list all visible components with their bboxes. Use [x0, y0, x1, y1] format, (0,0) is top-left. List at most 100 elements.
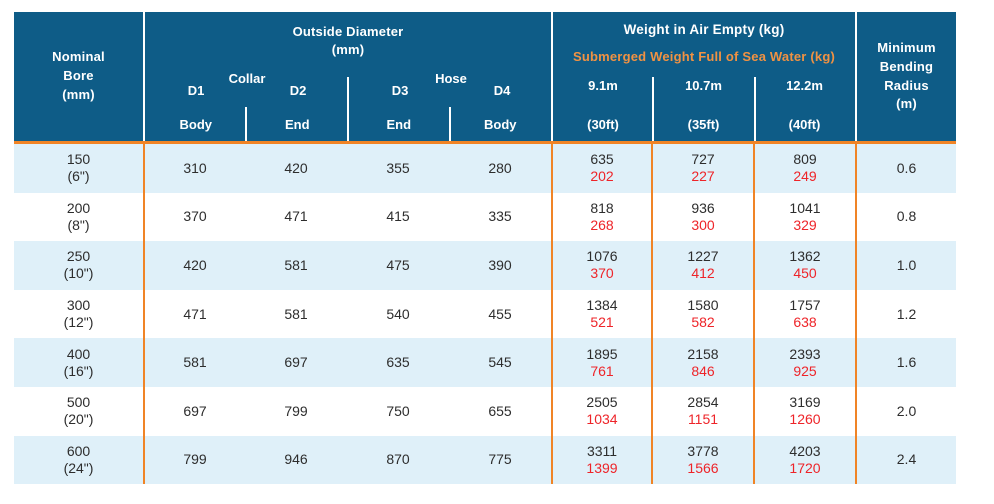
- cell-nominal-bore: 500 (20"): [63, 394, 94, 428]
- cell-d2: 581: [284, 256, 308, 273]
- cell-d1: 420: [143, 241, 245, 290]
- header-d3: D3: [391, 83, 409, 98]
- cell-d3: 415: [386, 208, 410, 225]
- cell-d2: 581: [284, 305, 308, 322]
- length-ft-label: (30ft): [587, 117, 619, 132]
- divider-d2-d3: [347, 77, 349, 141]
- cell-weight-30ft: 2505 1034: [551, 386, 651, 436]
- cell-min-bending-radius: 0.8: [855, 192, 956, 242]
- cell-weight-40ft: 1757 638: [753, 289, 855, 339]
- table-row: 400 (16") 581 697 635 545 1895 761 2158 846…: [14, 338, 956, 387]
- table-row: 250 (10") 420 581 475 390 1076 370 1227 412…: [14, 241, 956, 290]
- cell-weight-30ft: 1384 521: [551, 289, 651, 339]
- table-header: Nominal Bore (mm) Outside Diameter (mm) …: [14, 12, 956, 141]
- cell-d4: 655: [488, 402, 512, 419]
- table-row: 500 (20") 697 799 750 655 2505 1034 2854 11…: [14, 386, 956, 436]
- header-d4: D4: [493, 83, 511, 98]
- cell-min-bending-radius: 0.6: [855, 144, 956, 193]
- cell-min-bending-radius: 1.6: [855, 338, 956, 387]
- cell-weight-35ft: 1580 582: [651, 289, 753, 339]
- cell-d3: 750: [386, 402, 410, 419]
- cell-min-bending-radius: 1.2: [855, 289, 956, 339]
- cell-weight-35ft: 2854 1151: [651, 386, 753, 436]
- header-nominal-bore: Nominal Bore (mm): [14, 12, 143, 141]
- cell-d1: 581: [143, 338, 245, 387]
- header-weight-group: Weight in Air Empty (kg) Submerged Weigh…: [551, 12, 855, 141]
- cell-weight-30ft: 1076 370: [551, 241, 651, 290]
- header-min-bending-radius: Minimum Bending Radius (m): [855, 12, 956, 141]
- divider-weight-1: [652, 77, 654, 141]
- cell-weight-30ft: 818 268: [551, 192, 651, 242]
- cell-d1: 310: [143, 144, 245, 193]
- weight-length-row: 9.1m (30ft) 10.7m (35ft) 12.2m (40ft): [553, 77, 855, 141]
- cell-d2: 420: [284, 159, 308, 176]
- header-outside-diameter-group: Outside Diameter (mm) D1 Collar D2 D3 Ho…: [143, 12, 551, 141]
- header-d3-part: End: [386, 116, 412, 132]
- length-ft-label: (35ft): [687, 117, 720, 132]
- header-length-35ft: 10.7m (35ft): [653, 77, 754, 141]
- cell-d3: 540: [386, 305, 410, 322]
- length-m-label: 10.7m: [685, 78, 722, 93]
- weight-submerged-title: Submerged Weight Full of Sea Water (kg): [572, 49, 836, 64]
- header-hose-label: Hose: [435, 71, 467, 86]
- cell-d2: 946: [284, 451, 308, 468]
- cell-d2: 697: [284, 354, 308, 371]
- hose-specification-table: Nominal Bore (mm) Outside Diameter (mm) …: [14, 12, 956, 485]
- weight-air-title: Weight in Air Empty (kg): [623, 22, 785, 37]
- header-d1: D1: [187, 83, 205, 98]
- cell-weight-40ft: 1041 329: [753, 192, 855, 242]
- header-collar-label: Collar: [228, 71, 266, 86]
- cell-nominal-bore: 200 (8"): [66, 199, 91, 233]
- divider-body-end-left: [245, 107, 247, 141]
- cell-weight-30ft: 635 202: [551, 144, 651, 193]
- cell-nominal-bore: 300 (12"): [63, 297, 94, 331]
- cell-d3: 870: [386, 451, 410, 468]
- cell-min-bending-radius: 1.0: [855, 241, 956, 290]
- cell-d4: 280: [488, 159, 512, 176]
- nominal-bore-label: Nominal Bore (mm): [52, 49, 105, 102]
- cell-nominal-bore: 600 (24"): [63, 442, 94, 476]
- cell-d3: 475: [386, 256, 410, 273]
- header-d1-part: Body: [179, 116, 213, 132]
- header-d4-part: Body: [484, 116, 517, 132]
- cell-d2: 471: [284, 208, 308, 225]
- cell-d4: 455: [488, 305, 512, 322]
- cell-weight-35ft: 727 227: [651, 144, 753, 193]
- min-bending-radius-label: Minimum Bending Radius (m): [877, 39, 936, 112]
- table-row: 200 (8") 370 471 415 335 818 268 936 300 10…: [14, 192, 956, 242]
- table-row: 600 (24") 799 946 870 775 3311 1399 3778 15…: [14, 435, 956, 485]
- cell-weight-30ft: 1895 761: [551, 338, 651, 387]
- cell-min-bending-radius: 2.4: [855, 435, 956, 485]
- cell-d3: 355: [386, 159, 410, 176]
- length-m-label: 9.1m: [588, 78, 618, 93]
- header-length-40ft: 12.2m (40ft): [754, 77, 855, 141]
- cell-d1: 370: [143, 192, 245, 242]
- cell-weight-30ft: 3311 1399: [551, 435, 651, 485]
- cell-d4: 775: [488, 451, 512, 468]
- cell-d4: 335: [488, 208, 512, 225]
- divider-weight-2: [754, 77, 756, 141]
- header-body-end-row: Body End End Body: [145, 107, 551, 141]
- header-d2: D2: [289, 83, 307, 98]
- cell-d1: 799: [143, 435, 245, 485]
- cell-weight-40ft: 809 249: [753, 144, 855, 193]
- cell-min-bending-radius: 2.0: [855, 386, 956, 436]
- outside-diameter-title: Outside Diameter (mm): [292, 24, 404, 58]
- cell-d1: 471: [143, 289, 245, 339]
- cell-d2: 799: [284, 402, 308, 419]
- header-length-30ft: 9.1m (30ft): [553, 77, 653, 141]
- length-ft-label: (40ft): [788, 117, 821, 132]
- cell-weight-40ft: 3169 1260: [753, 386, 855, 436]
- length-m-label: 12.2m: [786, 78, 823, 93]
- table-row: 150 (6") 310 420 355 280 635 202 727 227 80…: [14, 144, 956, 193]
- cell-nominal-bore: 250 (10"): [63, 248, 94, 282]
- cell-weight-35ft: 3778 1566: [651, 435, 753, 485]
- cell-nominal-bore: 150 (6"): [66, 151, 91, 185]
- cell-weight-40ft: 1362 450: [753, 241, 855, 290]
- cell-weight-35ft: 936 300: [651, 192, 753, 242]
- table-row: 300 (12") 471 581 540 455 1384 521 1580 582…: [14, 289, 956, 339]
- cell-d1: 697: [143, 386, 245, 436]
- cell-weight-35ft: 1227 412: [651, 241, 753, 290]
- cell-d4: 390: [488, 256, 512, 273]
